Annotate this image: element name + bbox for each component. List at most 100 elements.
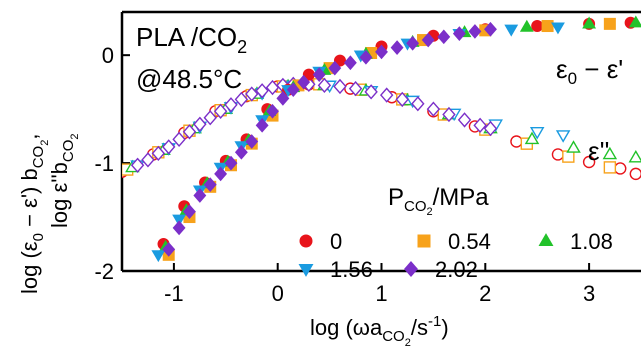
storage-point-p0 — [531, 20, 544, 33]
legend-marker — [299, 234, 313, 248]
loss-point-p0-54 — [603, 161, 617, 174]
loss-point-p2-02 — [203, 110, 217, 126]
storage-point-p2-02 — [172, 220, 186, 236]
legend-label: 1.08 — [570, 229, 613, 254]
storage-point-p0 — [333, 54, 346, 67]
storage-point-p2-02 — [255, 117, 269, 133]
loss-point-p0 — [582, 155, 596, 169]
storage-point-p2-02 — [183, 204, 196, 220]
storage-point-p2-02 — [437, 29, 451, 45]
legend-title: PCO2/MPa — [388, 184, 489, 218]
y-tick-label: -2 — [94, 259, 114, 284]
loss-point-p2-02 — [483, 120, 498, 137]
y-axis-label-line2: log ε''bCO2 — [47, 133, 81, 228]
legend-marker — [538, 233, 554, 246]
y-axis-label-line1: log (ε0 − ε') bCO2, — [17, 134, 51, 294]
loss-point-p2-02 — [151, 145, 166, 162]
chart-title-line2: @48.5°C — [136, 64, 242, 94]
x-tick-label: 0 — [272, 281, 284, 306]
loss-point-p2-02 — [411, 96, 425, 112]
storage-point-p2-02 — [276, 90, 290, 106]
storage-point-p2-02 — [203, 177, 217, 193]
loss-point-p1-56 — [529, 126, 545, 140]
storage-point-p1-56 — [504, 24, 519, 37]
storage-point-p2-02 — [484, 21, 497, 37]
loss-point-p2-02 — [348, 80, 363, 97]
storage-point-p2-02 — [234, 144, 248, 160]
loss-point-p2-02 — [172, 131, 186, 148]
storage-point-p2-02 — [406, 35, 420, 51]
storage-point-p2-02 — [468, 24, 482, 39]
storage-point-p2-02 — [297, 74, 311, 90]
loss-point-p0 — [629, 167, 641, 181]
loss-point-p2-02 — [224, 97, 238, 113]
loss-point-p0 — [551, 148, 565, 161]
legend-label: 0 — [330, 229, 342, 254]
loss-point-p1-08 — [524, 131, 540, 145]
loss-point-p0 — [510, 135, 523, 148]
storage-point-p0-54 — [541, 20, 554, 33]
loss-point-p2-02 — [426, 101, 441, 117]
x-tick-label: 2 — [479, 281, 491, 306]
loss-point-p2-02 — [473, 117, 487, 133]
legend-marker — [417, 234, 431, 248]
loss-annotation: ε'' — [588, 136, 610, 166]
x-tick-label: -1 — [164, 281, 184, 306]
loss-point-p2-02 — [364, 84, 378, 100]
storage-point-p2-02 — [390, 40, 404, 55]
storage-point-p2-02 — [359, 49, 373, 65]
storage-point-p2-02 — [328, 60, 342, 76]
y-tick-label: 0 — [102, 43, 114, 68]
storage-point-p2-02 — [286, 82, 300, 98]
loss-point-p2-02 — [442, 106, 456, 123]
loss-point-p2-02 — [333, 78, 347, 95]
storage-point-p1-56 — [551, 22, 565, 35]
storage-point-p2-02 — [343, 55, 357, 71]
loss-point-p2-02 — [130, 157, 145, 173]
tick-group: -1 0 1 2 3 -2 -1 0 — [94, 43, 595, 306]
x-tick-label: 1 — [375, 281, 387, 306]
storage-point-p1-08 — [628, 15, 641, 28]
loss-point-p1-08 — [628, 149, 641, 163]
chart-title-line1: PLA /CO2 — [136, 22, 247, 57]
legend-marker — [404, 261, 418, 277]
legend: PCO2/MPa 0 0.54 1.08 1.56 2.02 — [298, 184, 613, 282]
storage-point-p2-02 — [214, 166, 228, 182]
loss-point-p1-56 — [555, 130, 571, 143]
legend-marker — [298, 264, 314, 277]
storage-point-p1-56 — [151, 250, 166, 263]
loss-point-p0 — [614, 162, 627, 175]
storage-point-p2-02 — [245, 134, 259, 149]
loss-point-p2-02 — [457, 112, 472, 128]
storage-point-p0-54 — [603, 17, 616, 30]
legend-label: 1.56 — [330, 257, 373, 282]
storage-point-p2-02 — [421, 32, 435, 48]
legend-label: 2.02 — [435, 257, 478, 282]
loss-point-p2-02 — [395, 91, 409, 108]
storage-point-p2-02 — [224, 155, 238, 171]
storage-annotation: ε0 − ε' — [556, 54, 623, 88]
loss-point-p2-02 — [234, 91, 249, 108]
loss-point-p2-02 — [182, 124, 197, 140]
loss-point-p2-02 — [317, 77, 332, 94]
y-tick-label: -1 — [94, 151, 114, 176]
data-marks — [122, 15, 641, 263]
x-tick-label: 3 — [583, 281, 595, 306]
storage-point-p2-02 — [312, 67, 326, 82]
storage-point-p2-02 — [162, 242, 176, 257]
loss-point-p2-02 — [213, 103, 228, 119]
storage-point-p2-02 — [375, 44, 388, 60]
loss-point-p2-02 — [193, 116, 207, 132]
legend-label: 0.54 — [448, 229, 491, 254]
storage-point-p2-02 — [193, 188, 207, 203]
storage-point-p2-02 — [266, 103, 279, 119]
loss-point-p2-02 — [255, 83, 269, 99]
loss-point-p2-02 — [141, 152, 155, 168]
storage-point-p1-08 — [582, 16, 597, 29]
loss-point-p2-02 — [379, 87, 394, 103]
x-axis-label: log (ωaCO2/s-1) — [310, 313, 449, 349]
loss-point-p1-08 — [566, 140, 581, 153]
storage-point-p1-56 — [172, 214, 187, 227]
loss-point-p2-02 — [162, 139, 176, 155]
